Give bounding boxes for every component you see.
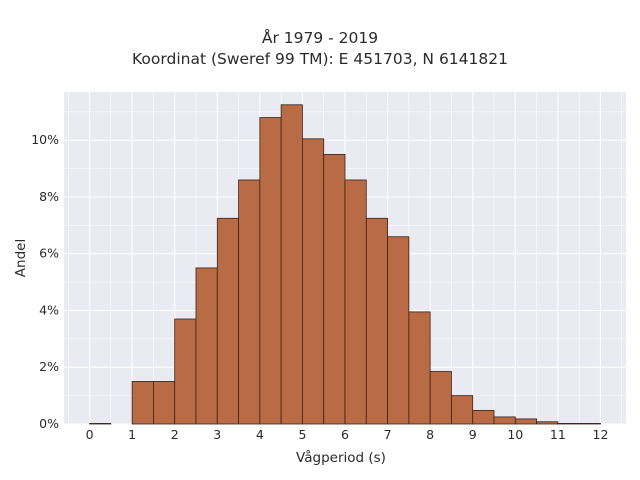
x-tick-label: 1 xyxy=(128,427,136,442)
histogram-bar xyxy=(195,267,218,425)
histogram-bar xyxy=(451,395,474,425)
histogram-bar xyxy=(323,154,346,425)
x-tick-label: 10 xyxy=(507,427,523,442)
histogram-bar xyxy=(153,381,176,425)
chart-title-block: År 1979 - 2019 Koordinat (Sweref 99 TM):… xyxy=(0,28,640,70)
y-tick-label: 4% xyxy=(39,302,59,317)
x-axis-label: Vågperiod (s) xyxy=(296,449,386,466)
x-tick-label: 0 xyxy=(86,427,94,442)
x-tick-label: 2 xyxy=(171,427,179,442)
histogram-bar xyxy=(578,423,601,425)
y-axis-ticks: 0% 2% 4% 6% 8% 10% xyxy=(31,132,59,431)
y-axis-label: Andel xyxy=(13,239,29,277)
x-tick-label: 9 xyxy=(469,427,477,442)
histogram-bar xyxy=(344,179,367,425)
histogram-bar xyxy=(131,381,154,425)
y-tick-label: 10% xyxy=(31,132,59,147)
chart-subtitle: Koordinat (Sweref 99 TM): E 451703, N 61… xyxy=(132,50,508,68)
y-tick-label: 0% xyxy=(39,416,59,431)
x-tick-label: 7 xyxy=(384,427,392,442)
x-axis-ticks: 0 1 2 3 4 5 6 7 8 9 10 11 12 xyxy=(86,427,609,442)
x-tick-label: 4 xyxy=(256,427,264,442)
histogram-bar xyxy=(429,371,452,425)
histogram-bar xyxy=(174,318,197,425)
x-tick-label: 11 xyxy=(550,427,566,442)
histogram-bar xyxy=(514,418,537,425)
x-tick-label: 5 xyxy=(298,427,306,442)
histogram-bar xyxy=(557,423,580,425)
histogram-bar xyxy=(216,217,239,425)
histogram-bar xyxy=(408,311,431,425)
histogram-bar xyxy=(387,236,410,425)
x-tick-label: 6 xyxy=(341,427,349,442)
histogram-bar xyxy=(238,179,261,425)
histogram-bar xyxy=(259,117,282,425)
histogram-bars xyxy=(89,104,601,425)
histogram-bar xyxy=(280,104,303,425)
y-tick-label: 8% xyxy=(39,189,59,204)
histogram-bar xyxy=(472,409,495,425)
x-tick-label: 3 xyxy=(213,427,221,442)
x-tick-label: 8 xyxy=(426,427,434,442)
x-tick-label: 12 xyxy=(593,427,609,442)
histogram-bar xyxy=(365,217,388,425)
histogram-bar xyxy=(536,421,559,425)
histogram-bar xyxy=(89,423,112,425)
histogram-bar xyxy=(493,416,516,425)
histogram-bar xyxy=(302,138,325,425)
y-tick-label: 6% xyxy=(39,246,59,261)
chart-title: År 1979 - 2019 xyxy=(261,29,379,47)
y-tick-label: 2% xyxy=(39,359,59,374)
